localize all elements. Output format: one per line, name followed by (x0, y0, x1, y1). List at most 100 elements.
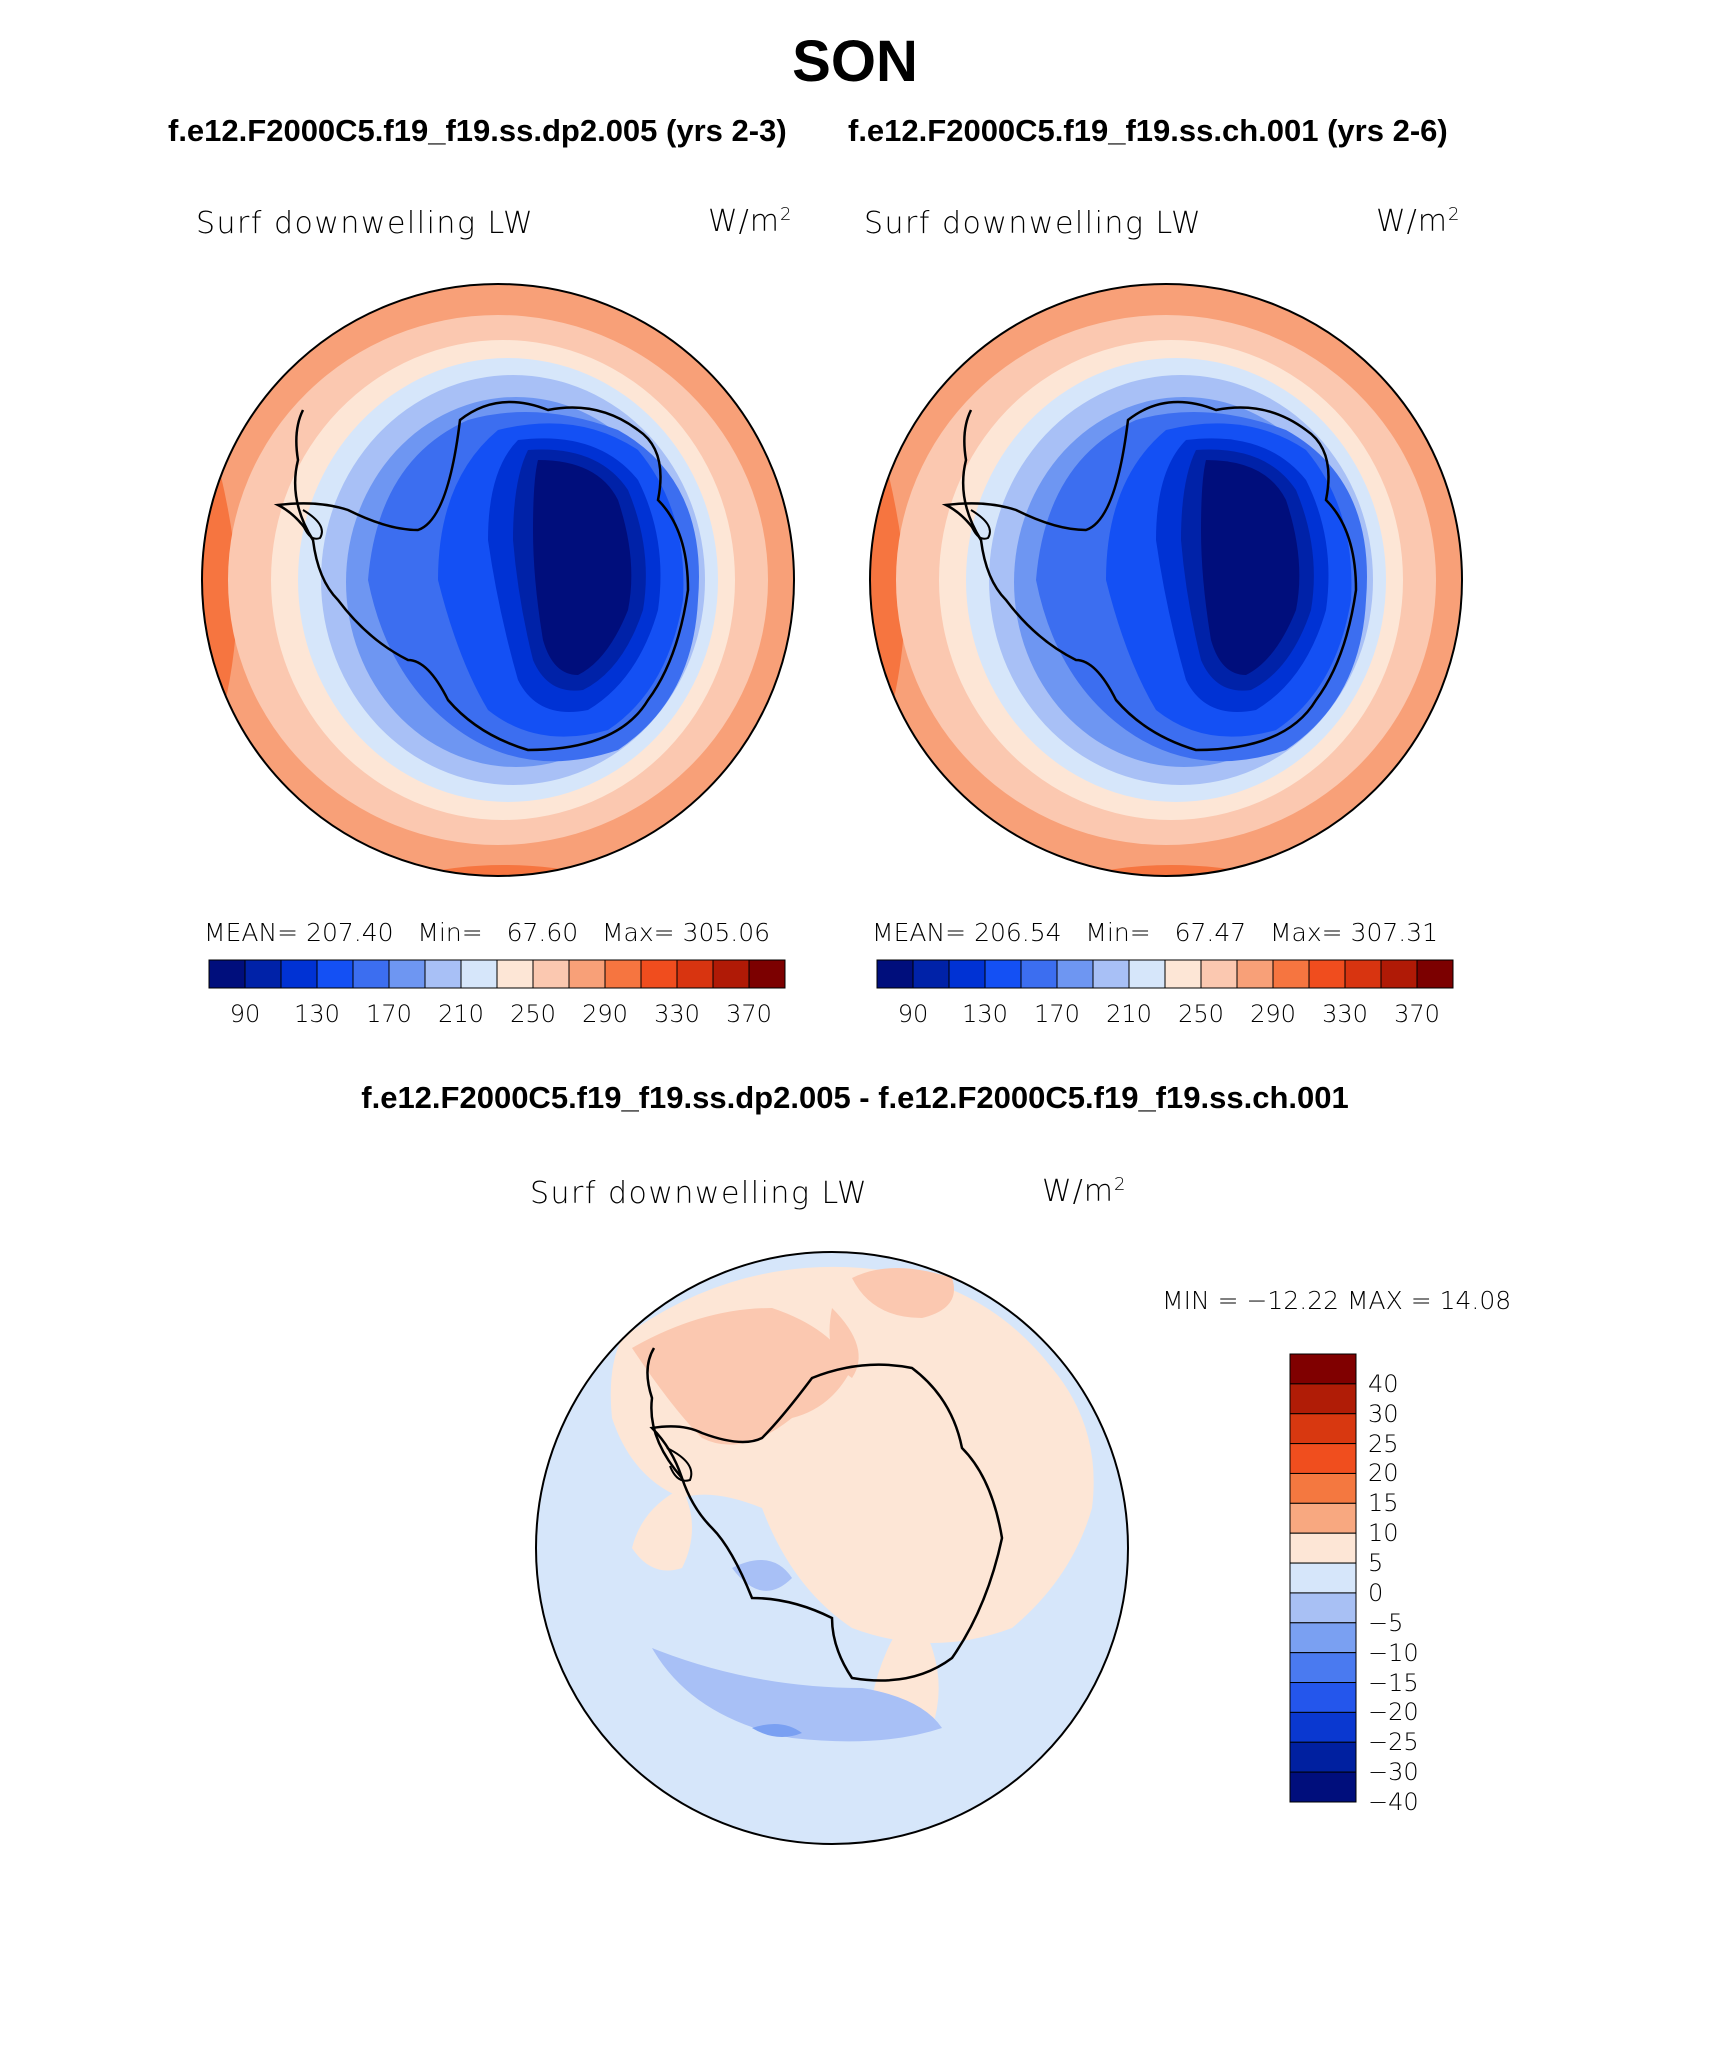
diff-field-label: Surf downwelling LW (530, 1176, 869, 1211)
diff-colorbar-box (1289, 1502, 1357, 1534)
panel-1-colorbar-box (532, 959, 570, 989)
panel-1-field-label: Surf downwelling LW (196, 206, 535, 241)
diff-colorbar-box (1289, 1711, 1357, 1743)
panel-2-max-label: Max= (1269, 918, 1343, 947)
panel-2-colorbar-box (1128, 959, 1166, 989)
panel-1-colorbar-box (208, 959, 246, 989)
panel-2-colorbar-tick: 250 (1178, 1000, 1224, 1028)
panel-1-colorbar-box (316, 959, 354, 989)
panel-1-colorbar-box (496, 959, 534, 989)
panel-2-colorbar-box (1200, 959, 1238, 989)
panel-1-min-value: 67.60 (506, 918, 579, 947)
diff-colorbar-box (1289, 1562, 1357, 1594)
page-title: SON (792, 29, 918, 94)
panel-2-min-value: 67.47 (1174, 918, 1247, 947)
diff-colorbar-label: 30 (1368, 1399, 1399, 1428)
panel-1-colorbar-tick: 90 (229, 1000, 261, 1028)
panel-2-colorbar-box (948, 959, 986, 989)
panel-2-colorbar-tick: 170 (1034, 1000, 1080, 1028)
panel-1-colorbar-box (460, 959, 498, 989)
panel-2-stats: MEAN= 206.54 Min= 67.47 Max= 307.31 (872, 918, 1438, 947)
diff-colorbar-label: −5 (1368, 1608, 1404, 1637)
diff-colorbar-box (1289, 1413, 1357, 1445)
diff-colorbar-label: 40 (1368, 1369, 1399, 1398)
diff-colorbar-label: 10 (1368, 1519, 1399, 1548)
diff-colorbar-label: −10 (1368, 1638, 1419, 1667)
diff-colorbar-box (1289, 1652, 1357, 1684)
panel-2-colorbar-tick: 330 (1322, 1000, 1368, 1028)
panel-1-colorbar-box (676, 959, 714, 989)
panel-1-mean-label: MEAN= (204, 918, 299, 947)
panel-2-colorbar (876, 959, 1454, 989)
diff-colorbar-box (1289, 1771, 1357, 1803)
diff-colorbar-box (1289, 1741, 1357, 1773)
diff-colorbar-label: −20 (1368, 1698, 1419, 1727)
panel-2-field-label: Surf downwelling LW (864, 206, 1203, 241)
diff-colorbar-label: 25 (1368, 1429, 1399, 1458)
subtitle-left: f.e12.F2000C5.f19_f19.ss.dp2.005 (yrs 2-… (168, 113, 787, 148)
panel-2-colorbar-tick: 290 (1250, 1000, 1296, 1028)
difference-map (535, 1251, 1129, 1845)
diff-minmax: MIN = −12.22 MAX = 14.08 (1162, 1286, 1512, 1315)
panel-1-mean-value: 207.40 (306, 918, 394, 947)
panel-1-colorbar (208, 959, 786, 989)
panel-1-colorbar-box (388, 959, 426, 989)
panel-1-colorbar-tick: 370 (726, 1000, 772, 1028)
panel-2-colorbar-box (912, 959, 950, 989)
diff-colorbar-box (1289, 1592, 1357, 1624)
diff-colorbar-labels: 40 30 25 20 15 10 5 0 −5 −10 −15 −20 −25 −30 −40 (1368, 1352, 1488, 1816)
panel-2-colorbar-ticks: 90 130 170 210 250 290 330 370 (875, 1000, 1455, 1030)
diff-colorbar (1289, 1353, 1357, 1803)
panel-1-colorbar-tick: 290 (582, 1000, 628, 1028)
panel-2-colorbar-box (1380, 959, 1418, 989)
diff-colorbar-box (1289, 1622, 1357, 1654)
panel-2-colorbar-box (1236, 959, 1274, 989)
diff-colorbar-label: 15 (1368, 1489, 1399, 1518)
panel-2-colorbar-box (876, 959, 914, 989)
panel-2-colorbar-box (984, 959, 1022, 989)
panel-2-mean-value: 206.54 (974, 918, 1062, 947)
diff-colorbar-box (1289, 1472, 1357, 1504)
diff-colorbar-box (1289, 1682, 1357, 1713)
panel-2-colorbar-tick: 370 (1394, 1000, 1440, 1028)
panel-1-colorbar-box (568, 959, 606, 989)
panel-1-colorbar-box (280, 959, 318, 989)
diff-colorbar-box (1289, 1353, 1357, 1385)
panel-2-colorbar-box (1344, 959, 1382, 989)
diff-colorbar-label: −30 (1368, 1758, 1419, 1787)
panel-1-colorbar-box (352, 959, 390, 989)
panel-2-colorbar-box (1416, 959, 1454, 989)
diff-colorbar-label: −40 (1368, 1788, 1419, 1816)
panel-2-map (869, 283, 1463, 877)
panel-2-colorbar-box (1308, 959, 1346, 989)
panel-2-colorbar-box (1092, 959, 1130, 989)
panel-2-max-value: 307.31 (1350, 918, 1439, 947)
panel-1-colorbar-ticks: 90 130 170 210 250 290 330 370 (207, 1000, 787, 1030)
difference-title: f.e12.F2000C5.f19_f19.ss.dp2.005 - f.e12… (361, 1080, 1349, 1115)
diff-colorbar-box (1289, 1383, 1357, 1415)
diff-colorbar-label: 0 (1368, 1578, 1384, 1607)
panel-1-colorbar-tick: 330 (654, 1000, 700, 1028)
panel-1-colorbar-box (640, 959, 678, 989)
panel-1-units: W/m2 (708, 204, 793, 239)
diff-colorbar-label: 5 (1368, 1549, 1384, 1578)
panel-1-colorbar-tick: 250 (510, 1000, 556, 1028)
panel-2-colorbar-tick: 90 (897, 1000, 929, 1028)
diff-colorbar-label: 20 (1368, 1459, 1399, 1488)
panel-2-colorbar-box (1020, 959, 1058, 989)
panel-1-colorbar-tick: 130 (294, 1000, 340, 1028)
panel-2-colorbar-box (1272, 959, 1310, 989)
panel-2-min-label: Min= (1085, 918, 1151, 947)
panel-1-colorbar-box (748, 959, 786, 989)
diff-colorbar-box (1289, 1443, 1357, 1474)
panel-2-mean-label: MEAN= (872, 918, 967, 947)
diff-units: W/m2 (1042, 1174, 1127, 1209)
panel-1-min-label: Min= (417, 918, 483, 947)
panel-1-colorbar-box (604, 959, 642, 989)
diff-colorbar-box (1289, 1532, 1357, 1564)
panel-2-colorbar-tick: 130 (962, 1000, 1008, 1028)
panel-1-stats: MEAN= 207.40 Min= 67.60 Max= 305.06 (204, 918, 770, 947)
panel-1-max-value: 305.06 (682, 918, 771, 947)
panel-2-colorbar-box (1056, 959, 1094, 989)
panel-1-colorbar-tick: 170 (366, 1000, 412, 1028)
